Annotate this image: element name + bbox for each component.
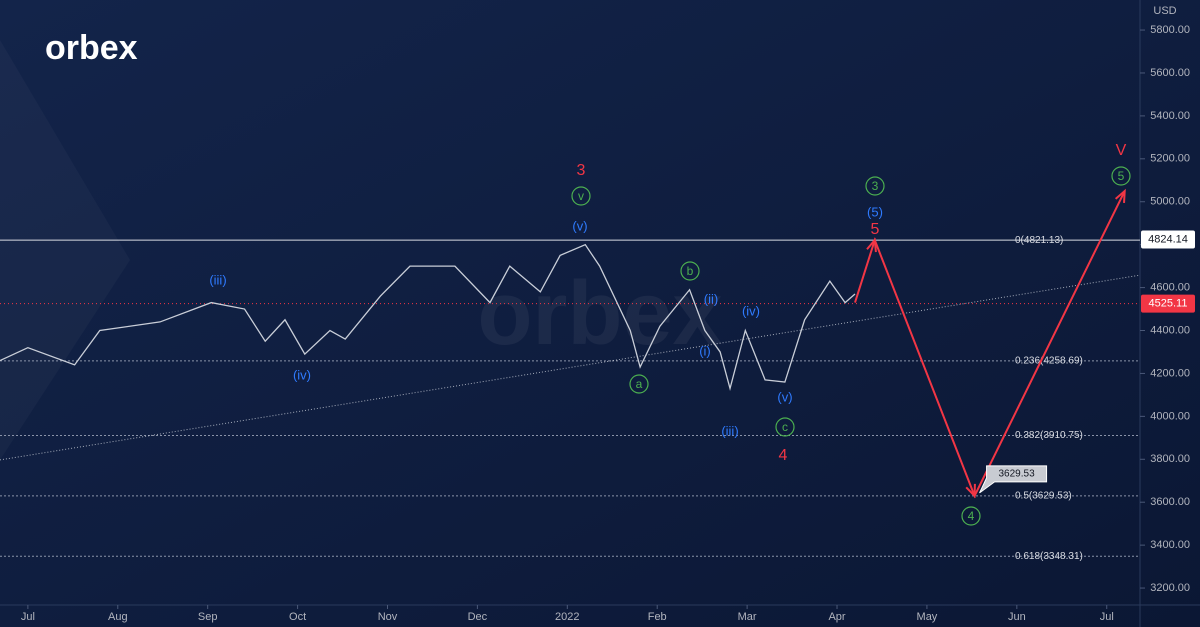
fib-label: 0.236(4258.69) [1015,355,1083,366]
x-tick-label: Aug [108,611,128,623]
x-tick-label: Oct [289,611,306,623]
y-tick-label: 4600.00 [1150,281,1190,293]
fib-label: 0.5(3629.53) [1015,491,1072,502]
y-tick-label: 5400.00 [1150,110,1190,122]
y-tick-label: 4200.00 [1150,367,1190,379]
y-tick-label: 5200.00 [1150,153,1190,165]
y-tick-label: 4400.00 [1150,324,1190,336]
wave-label: (iv) [742,303,760,318]
wave-label: (5) [867,204,883,219]
wave-label: (v) [777,389,792,404]
fib-label: 0(4821.13) [1015,235,1063,246]
wave-label: 4 [779,447,788,464]
price-tag-label: 4525.11 [1149,298,1188,310]
price-tag-label: 4824.14 [1148,233,1188,245]
x-tick-label: Dec [468,611,488,623]
x-tick-label: Apr [828,611,845,623]
wave-label: c [782,420,788,434]
logo: orbex [45,29,138,67]
currency: USD [1153,5,1176,17]
wave-label: 5 [1118,169,1125,183]
y-tick-label: 3200.00 [1150,582,1190,594]
y-tick-label: 5600.00 [1150,67,1190,79]
y-tick-label: 5800.00 [1150,24,1190,36]
fib-label: 0.382(3910.75) [1015,430,1083,441]
wave-label: (iii) [209,272,226,287]
wave-label: 3 [577,162,586,179]
x-tick-label: Jul [21,611,35,623]
x-tick-label: Sep [198,611,218,623]
x-tick-label: Feb [648,611,667,623]
x-tick-label: Jul [1100,611,1114,623]
wave-label: 5 [871,221,880,238]
fib-label: 0.618(3348.31) [1015,551,1083,562]
y-tick-label: 3800.00 [1150,453,1190,465]
y-tick-label: 4000.00 [1150,410,1190,422]
wave-label: (ii) [704,291,718,306]
wave-label: (iv) [293,367,311,382]
wave-label: a [636,377,643,391]
wave-label: (v) [572,218,587,233]
wave-label: (iii) [721,423,738,438]
y-tick-label: 5000.00 [1150,196,1190,208]
wave-label: V [1116,142,1127,159]
wave-label: (i) [699,343,711,358]
x-tick-label: Nov [378,611,398,623]
wave-label: b [687,264,694,278]
x-tick-label: Mar [738,611,757,623]
y-tick-label: 3600.00 [1150,496,1190,508]
wave-label: 3 [872,179,879,193]
x-tick-label: Jun [1008,611,1026,623]
x-tick-label: 2022 [555,611,579,623]
callout-label: 3629.53 [998,469,1035,480]
wave-label: 4 [968,509,975,523]
x-tick-label: May [917,611,938,623]
y-tick-label: 3400.00 [1150,539,1190,551]
wave-label: v [578,189,584,203]
